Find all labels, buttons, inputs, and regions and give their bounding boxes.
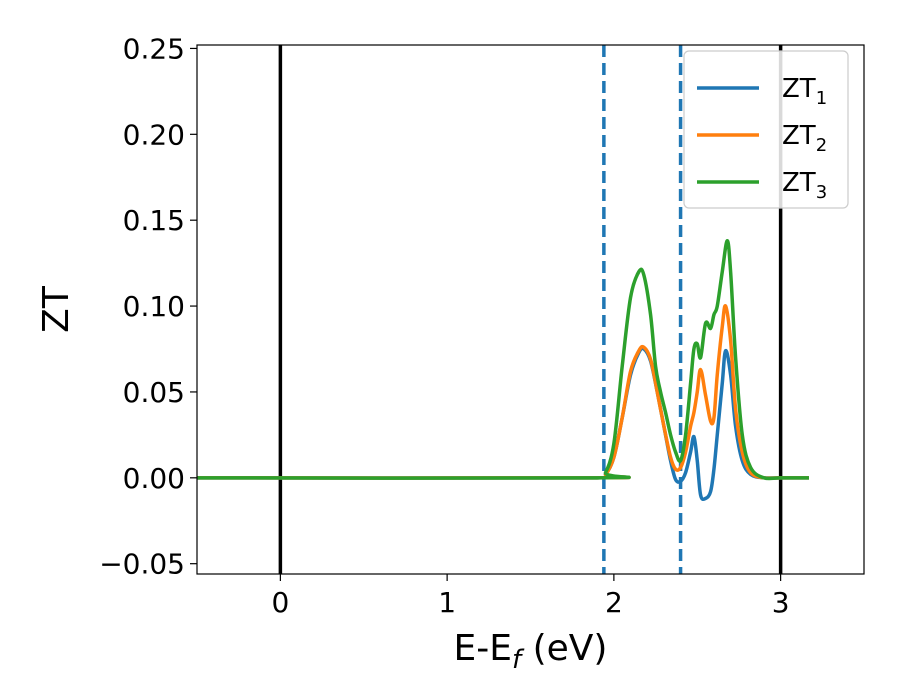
x-axis-label: E-Ef (eV) xyxy=(454,628,608,675)
y-tick-label-4: 0.15 xyxy=(123,204,185,237)
y-tick-label-6: 0.25 xyxy=(123,32,185,65)
legend-label-subscript: 3 xyxy=(816,182,827,203)
x-tick-label-1: 1 xyxy=(438,586,456,619)
series-line-zt3 xyxy=(197,239,809,481)
legend-label-zt2: ZT2 xyxy=(782,121,827,156)
legend-label-subscript: 1 xyxy=(816,88,827,109)
y-tick-label-1: 0.00 xyxy=(123,462,185,495)
y-tick-label-5: 0.20 xyxy=(123,118,185,151)
x-tick-label-2: 2 xyxy=(605,586,623,619)
legend-label-main: ZT xyxy=(782,168,816,198)
legend-label-subscript: 2 xyxy=(816,135,827,156)
x-axis-label-main: E-E xyxy=(454,628,512,669)
plot-frame xyxy=(196,44,865,575)
x-tick-label-0: 0 xyxy=(271,586,289,619)
y-axis-label: ZT xyxy=(36,285,77,333)
y-tick-label-0: −0.05 xyxy=(99,548,185,581)
y-tick-label-2: 0.05 xyxy=(123,376,185,409)
legend-box xyxy=(683,50,849,209)
y-tick-label-3: 0.10 xyxy=(123,290,185,323)
legend-label-zt1: ZT1 xyxy=(782,74,827,109)
legend-label-main: ZT xyxy=(782,74,816,104)
legend-label-zt3: ZT3 xyxy=(782,168,827,203)
axes: 0 1 2 3 −0.05 0.00 0.05 0.10 0.15 0.20 0.25 xyxy=(99,32,865,619)
legend-label-main: ZT xyxy=(782,121,816,151)
series-line-zt2 xyxy=(197,304,809,480)
x-tick-label-3: 3 xyxy=(772,586,790,619)
x-axis-label-tail: (eV) xyxy=(521,628,607,669)
